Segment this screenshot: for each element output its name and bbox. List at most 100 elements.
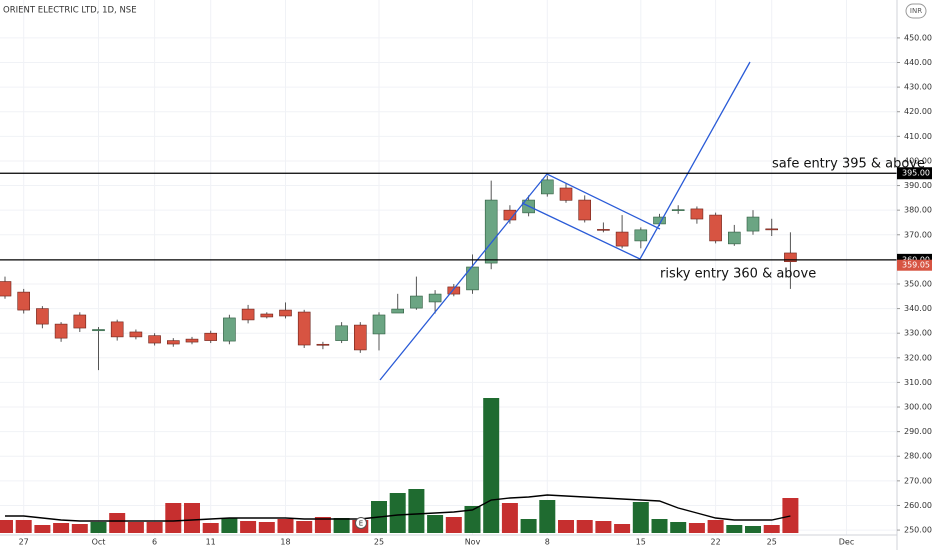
y-tick-label: 350.00: [904, 279, 932, 288]
currency: INR: [910, 7, 922, 15]
volume-bar: [464, 506, 481, 533]
candle-body: [17, 291, 30, 311]
trend-line: [379, 173, 661, 381]
volume-bar: [670, 522, 687, 533]
candle-body: [353, 324, 367, 351]
candle-body: [746, 216, 760, 232]
volume-bar: [202, 523, 219, 533]
volume-bar: [165, 503, 182, 533]
volume-bar: [314, 517, 331, 533]
x-tick-label: 27: [19, 538, 29, 547]
y-tick-label: 390.00: [904, 181, 932, 190]
x-tick-label: 18: [280, 538, 290, 547]
volume-bar: [90, 522, 107, 533]
earnings-marker[interactable]: [355, 517, 367, 529]
volume-bar: [408, 489, 425, 533]
volume-bar: [0, 520, 13, 533]
y-tick-label: 320.00: [904, 353, 932, 362]
candle-body: [204, 332, 217, 341]
volume-bar: [632, 502, 649, 533]
y-tick-label: 330.00: [904, 329, 932, 338]
volume-bar: [520, 519, 537, 533]
price-badge-label: 395.00: [902, 169, 930, 178]
candle-body: [335, 325, 348, 341]
annotation: safe entry 395 & above: [772, 157, 925, 172]
price-badge: [897, 167, 932, 180]
x-tick-label: 8: [545, 538, 550, 547]
candle-body: [447, 286, 461, 295]
candle-body: [428, 293, 442, 303]
candle-body: [223, 317, 236, 342]
y-tick-label: 250.00: [904, 526, 932, 535]
candle-body: [634, 229, 648, 242]
volume-bar: [127, 522, 144, 533]
volume-bar: [296, 521, 313, 533]
y-tick-label: 420.00: [904, 107, 932, 116]
volume-bar: [240, 521, 257, 533]
y-tick-label: 400.00: [904, 156, 932, 165]
volume-bar: [726, 525, 743, 533]
candle-body: [615, 231, 629, 247]
volume-ma-line: [4, 494, 791, 522]
drawings: [379, 61, 751, 381]
volume-bar: [146, 522, 163, 533]
candle-body: [0, 281, 12, 297]
candle-body: [559, 187, 573, 201]
candle-body: [391, 308, 405, 314]
volume-bar: [258, 522, 275, 533]
candle-body: [260, 313, 274, 318]
earnings-label: E: [359, 520, 363, 528]
grid: [0, 0, 897, 535]
volume-bar: [614, 524, 631, 533]
y-tick-label: 260.00: [904, 501, 932, 510]
candle-body: [597, 229, 610, 231]
x-tick-label: Dec: [839, 538, 854, 547]
candle-body: [166, 340, 180, 345]
y-tick-label: 380.00: [904, 206, 932, 215]
volume-bar: [539, 500, 556, 533]
candles: [0, 175, 797, 371]
price-badge-label: 359.05: [902, 261, 930, 270]
candle-body: [484, 199, 498, 264]
candle-body: [92, 329, 105, 332]
candle-body: [241, 308, 255, 321]
candle-body: [541, 179, 554, 195]
x-tick-label: 22: [711, 538, 721, 547]
volume-bar: [501, 503, 518, 533]
candle-body: [466, 266, 479, 291]
x-tick-label: 11: [206, 538, 216, 547]
volume-bar: [782, 498, 799, 533]
x-tick-label: 25: [767, 538, 777, 547]
y-tick-label: 450.00: [904, 33, 932, 42]
volume-bar: [745, 526, 762, 533]
candle-body: [372, 314, 386, 335]
candle-body: [129, 331, 143, 338]
x-tick-label: 25: [374, 538, 384, 547]
candle-body: [578, 199, 592, 221]
volume-bar: [15, 520, 32, 533]
candle-body: [185, 338, 199, 343]
volume-bar: [389, 493, 406, 533]
candle-body: [110, 321, 124, 338]
y-tick-label: 300.00: [904, 403, 932, 412]
y-tick-label: 410.00: [904, 132, 932, 141]
price-lines: [0, 172, 897, 261]
price-axis: 250.00 260.00 270.00 280.00 290.00 300.00 310.…: [897, 33, 932, 535]
trend-line: [521, 61, 751, 260]
price-badge: [897, 259, 932, 271]
volume-bar: [34, 525, 51, 533]
volume-bar: [277, 519, 294, 533]
y-tick-label: 430.00: [904, 83, 932, 92]
candle-body: [765, 228, 779, 231]
volume-bar: [688, 523, 705, 533]
y-tick-label: 370.00: [904, 230, 932, 239]
x-tick-label: Nov: [465, 538, 481, 547]
y-tick-label: 340.00: [904, 304, 932, 313]
volume-bar: [221, 518, 238, 533]
volume-bar: [763, 525, 780, 533]
volume-bar: [558, 520, 575, 533]
x-tick-label: Oct: [92, 538, 106, 547]
currency-badge[interactable]: [905, 3, 927, 19]
